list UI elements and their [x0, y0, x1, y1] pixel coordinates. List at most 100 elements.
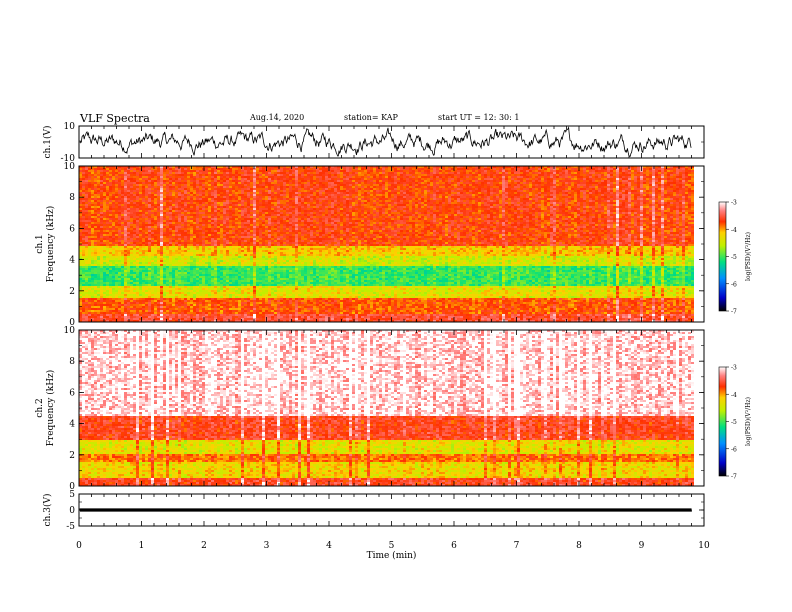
heatmap-cell: [103, 216, 106, 218]
heatmap-cell: [130, 236, 133, 238]
heatmap-cell: [145, 288, 148, 290]
heatmap-cell: [172, 202, 175, 204]
heatmap-cell: [205, 186, 208, 188]
heatmap-cell: [160, 276, 163, 278]
heatmap-cell: [100, 250, 103, 252]
heatmap-cell: [181, 298, 184, 300]
heatmap-cell: [253, 298, 256, 300]
heatmap-cell: [181, 300, 184, 302]
heatmap-cell: [220, 264, 223, 266]
heatmap-cell: [229, 320, 232, 322]
heatmap-cell: [127, 304, 130, 306]
heatmap-cell: [154, 182, 157, 184]
heatmap-cell: [160, 252, 163, 254]
heatmap-cell: [85, 228, 88, 230]
heatmap-cell: [220, 214, 223, 216]
heatmap-cell: [94, 300, 97, 302]
heatmap-cell: [187, 196, 190, 198]
heatmap-cell: [262, 200, 265, 202]
heatmap-cell: [151, 260, 154, 262]
heatmap-cell: [202, 266, 205, 268]
heatmap-cell: [130, 202, 133, 204]
heatmap-cell: [109, 286, 112, 288]
heatmap-cell: [202, 214, 205, 216]
heatmap-cell: [79, 178, 82, 180]
heatmap-cell: [229, 266, 232, 268]
heatmap-cell: [97, 274, 100, 276]
heatmap-cell: [244, 234, 247, 236]
heatmap-cell: [238, 222, 241, 224]
heatmap-cell: [196, 320, 199, 322]
heatmap-cell: [121, 236, 124, 238]
heatmap-cell: [214, 236, 217, 238]
heatmap-cell: [223, 234, 226, 236]
heatmap-cell: [127, 292, 130, 294]
heatmap-cell: [151, 166, 154, 168]
heatmap-cell: [94, 212, 97, 214]
heatmap-cell: [202, 212, 205, 214]
heatmap-cell: [223, 208, 226, 210]
heatmap-cell: [256, 212, 259, 214]
heatmap-cell: [211, 224, 214, 226]
heatmap-cell: [136, 192, 139, 194]
heatmap-cell: [256, 280, 259, 282]
heatmap-cell: [169, 318, 172, 320]
heatmap-cell: [106, 176, 109, 178]
heatmap-cell: [205, 172, 208, 174]
heatmap-cell: [136, 240, 139, 242]
heatmap-cell: [187, 272, 190, 274]
heatmap-cell: [199, 174, 202, 176]
heatmap-cell: [157, 170, 160, 172]
heatmap-cell: [127, 306, 130, 308]
heatmap-cell: [265, 226, 268, 228]
heatmap-cell: [205, 236, 208, 238]
heatmap-cell: [199, 300, 202, 302]
heatmap-cell: [268, 220, 271, 222]
heatmap-cell: [115, 264, 118, 266]
heatmap-cell: [124, 252, 127, 254]
heatmap-cell: [187, 258, 190, 260]
heatmap-cell: [85, 308, 88, 310]
heatmap-cell: [265, 298, 268, 300]
heatmap-cell: [262, 272, 265, 274]
heatmap-cell: [265, 178, 268, 180]
heatmap-cell: [202, 312, 205, 314]
heatmap-cell: [268, 304, 271, 306]
heatmap-cell: [130, 216, 133, 218]
heatmap-cell: [175, 312, 178, 314]
heatmap-cell: [82, 212, 85, 214]
heatmap-cell: [151, 288, 154, 290]
heatmap-cell: [187, 174, 190, 176]
heatmap-cell: [229, 192, 232, 194]
heatmap-cell: [196, 198, 199, 200]
heatmap-cell: [142, 190, 145, 192]
heatmap-cell: [139, 180, 142, 182]
heatmap-cell: [187, 172, 190, 174]
heatmap-cell: [157, 196, 160, 198]
heatmap-cell: [97, 170, 100, 172]
heatmap-cell: [160, 204, 163, 206]
heatmap-cell: [88, 226, 91, 228]
heatmap-cell: [214, 284, 217, 286]
heatmap-cell: [217, 220, 220, 222]
heatmap-cell: [214, 278, 217, 280]
heatmap-cell: [115, 232, 118, 234]
heatmap-cell: [139, 228, 142, 230]
heatmap-cell: [154, 250, 157, 252]
heatmap-cell: [145, 264, 148, 266]
heatmap-cell: [244, 176, 247, 178]
heatmap-cell: [253, 226, 256, 228]
heatmap-cell: [217, 224, 220, 226]
heatmap-cell: [79, 180, 82, 182]
heatmap-cell: [190, 202, 193, 204]
heatmap-cell: [163, 244, 166, 246]
heatmap-cell: [250, 294, 253, 296]
heatmap-cell: [160, 194, 163, 196]
heatmap-cell: [163, 210, 166, 212]
heatmap-cell: [82, 194, 85, 196]
heatmap-cell: [88, 224, 91, 226]
heatmap-cell: [136, 320, 139, 322]
heatmap-cell: [253, 302, 256, 304]
heatmap-cell: [166, 286, 169, 288]
heatmap-cell: [133, 188, 136, 190]
